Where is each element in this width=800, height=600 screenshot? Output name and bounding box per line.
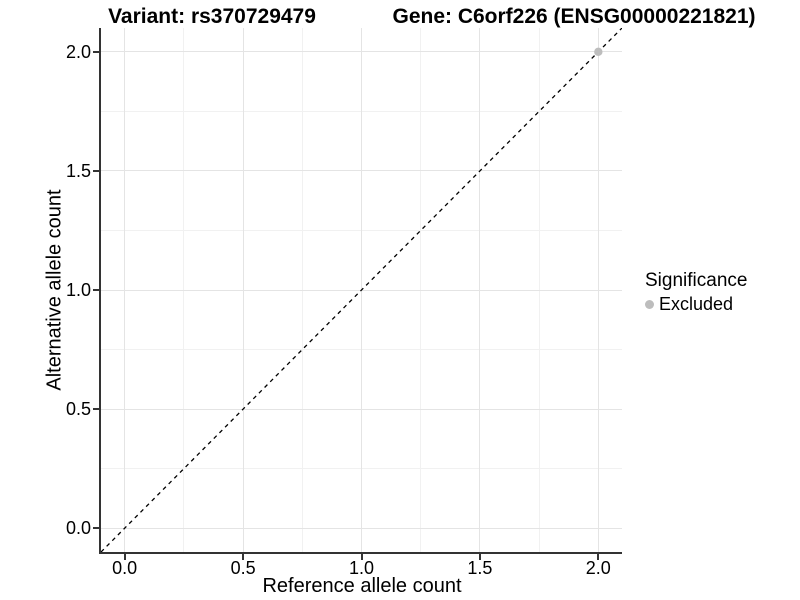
y-tick-label: 1.5 — [65, 160, 91, 181]
x-tick-label: 1.0 — [348, 558, 375, 578]
x-tick-label: 1.5 — [467, 558, 493, 578]
y-tick-label: 1.0 — [65, 280, 91, 300]
legend-entry-label: Excluded — [659, 294, 734, 314]
y-axis-line — [99, 28, 101, 554]
data-point-excluded — [594, 47, 603, 57]
y-tick-mark — [93, 527, 99, 530]
points-layer — [594, 47, 603, 57]
legend-entry-excluded: Excluded — [645, 294, 747, 314]
plot-title-gene: Gene: C6orf226 (ENSG00000221821) — [392, 5, 756, 28]
legend-title: Significance — [645, 270, 748, 291]
x-tick-mark — [360, 554, 363, 560]
plot-title-variant: Variant: rs370729479 — [108, 5, 316, 28]
gridline-y-major — [101, 51, 622, 53]
y-tick-label: 2.0 — [65, 41, 91, 62]
x-tick-mark — [242, 554, 245, 560]
x-tick-label: 0.0 — [112, 558, 138, 578]
x-tick-mark — [597, 554, 600, 560]
identity-dashed-line — [101, 28, 622, 552]
excluded-marker-icon — [645, 299, 654, 309]
gridline-y-major — [101, 408, 622, 410]
gridline-y-major — [101, 170, 622, 172]
x-axis-title: Reference allele count — [262, 575, 462, 597]
x-tick-mark — [123, 554, 126, 560]
y-tick-mark — [93, 289, 99, 291]
y-tick-mark — [93, 50, 99, 53]
x-tick-mark — [478, 554, 481, 560]
y-tick-mark — [93, 169, 99, 172]
x-tick-label: 2.0 — [585, 558, 611, 578]
y-tick-mark — [93, 408, 99, 411]
x-axis-line — [99, 552, 622, 554]
gridline-y-major — [101, 527, 622, 529]
y-tick-label: 0.5 — [65, 399, 91, 420]
plot-panel — [101, 28, 622, 552]
legend: Significance Excluded — [645, 271, 747, 314]
x-tick-label: 0.5 — [230, 558, 256, 578]
plot-canvas — [101, 28, 622, 552]
y-tick-label: 0.0 — [65, 518, 91, 539]
